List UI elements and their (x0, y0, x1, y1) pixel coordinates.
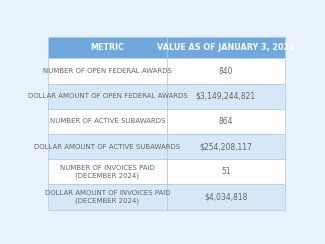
Text: NUMBER OF OPEN FEDERAL AWARDS: NUMBER OF OPEN FEDERAL AWARDS (43, 68, 172, 74)
Text: 840: 840 (218, 67, 233, 75)
FancyBboxPatch shape (48, 58, 166, 84)
Text: NUMBER OF INVOICES PAID
(DECEMBER 2024): NUMBER OF INVOICES PAID (DECEMBER 2024) (60, 165, 155, 179)
Text: NUMBER OF ACTIVE SUBAWARDS: NUMBER OF ACTIVE SUBAWARDS (50, 118, 165, 124)
FancyBboxPatch shape (48, 109, 166, 134)
FancyBboxPatch shape (166, 37, 285, 58)
Text: $254,208,117: $254,208,117 (199, 142, 252, 151)
Text: DOLLAR AMOUNT OF OPEN FEDERAL AWARDS: DOLLAR AMOUNT OF OPEN FEDERAL AWARDS (28, 93, 187, 99)
Text: VALUE AS OF JANUARY 3, 2024: VALUE AS OF JANUARY 3, 2024 (157, 43, 294, 52)
FancyBboxPatch shape (48, 84, 166, 109)
FancyBboxPatch shape (48, 159, 166, 184)
FancyBboxPatch shape (166, 58, 285, 84)
Text: METRIC: METRIC (90, 43, 124, 52)
FancyBboxPatch shape (48, 37, 166, 58)
FancyBboxPatch shape (48, 134, 166, 159)
FancyBboxPatch shape (166, 84, 285, 109)
FancyBboxPatch shape (48, 184, 166, 210)
Text: DOLLAR AMOUNT OF ACTIVE SUBAWARDS: DOLLAR AMOUNT OF ACTIVE SUBAWARDS (34, 144, 180, 150)
Text: 51: 51 (221, 167, 230, 176)
FancyBboxPatch shape (166, 109, 285, 134)
Text: 864: 864 (218, 117, 233, 126)
Text: $3,149,244,821: $3,149,244,821 (196, 92, 256, 101)
Text: $4,034,818: $4,034,818 (204, 193, 247, 202)
FancyBboxPatch shape (166, 134, 285, 159)
Text: DOLLAR AMOUNT OF INVOICES PAID
(DECEMBER 2024): DOLLAR AMOUNT OF INVOICES PAID (DECEMBER… (45, 190, 170, 204)
FancyBboxPatch shape (166, 159, 285, 184)
FancyBboxPatch shape (166, 184, 285, 210)
